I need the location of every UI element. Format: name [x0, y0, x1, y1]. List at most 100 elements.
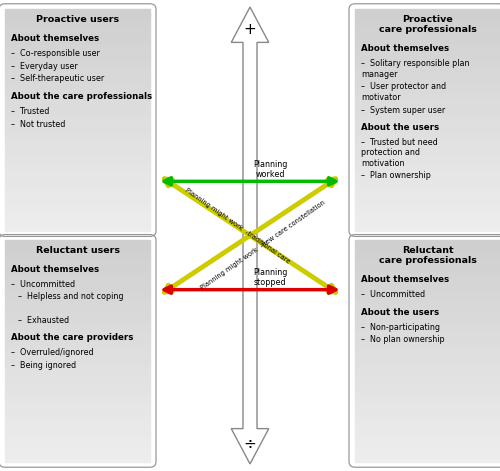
Bar: [5, 180, 150, 187]
Bar: [5, 345, 150, 351]
Bar: [355, 417, 500, 423]
Bar: [355, 48, 500, 54]
Bar: [355, 103, 500, 109]
Bar: [5, 422, 150, 429]
Bar: [355, 345, 500, 351]
Bar: [5, 53, 150, 59]
Bar: [355, 428, 500, 434]
Bar: [5, 306, 150, 312]
Bar: [355, 455, 500, 462]
Bar: [5, 268, 150, 273]
Bar: [5, 31, 150, 37]
Bar: [5, 356, 150, 362]
Bar: [355, 53, 500, 59]
Bar: [5, 136, 150, 142]
Bar: [355, 203, 500, 209]
Text: About themselves: About themselves: [361, 44, 449, 53]
Text: –  Self-therapeutic user: – Self-therapeutic user: [11, 74, 104, 83]
Bar: [5, 428, 150, 434]
Bar: [355, 37, 500, 43]
Bar: [355, 180, 500, 187]
Bar: [5, 37, 150, 43]
Bar: [5, 362, 150, 367]
Bar: [5, 153, 150, 159]
Bar: [355, 59, 500, 65]
Bar: [5, 48, 150, 54]
Text: –  No plan ownership: – No plan ownership: [361, 335, 444, 344]
Bar: [5, 251, 150, 257]
Bar: [355, 20, 500, 26]
Text: –  Solitary responsible plan
manager: – Solitary responsible plan manager: [361, 59, 470, 79]
Bar: [5, 433, 150, 439]
Bar: [355, 9, 500, 15]
Bar: [355, 192, 500, 198]
Bar: [5, 114, 150, 120]
Bar: [5, 455, 150, 462]
Text: –  Overruled/ignored: – Overruled/ignored: [11, 348, 94, 357]
Bar: [5, 75, 150, 81]
Bar: [5, 170, 150, 176]
Bar: [355, 147, 500, 154]
Text: –  Plan ownership: – Plan ownership: [361, 171, 431, 180]
Bar: [5, 20, 150, 26]
Bar: [355, 225, 500, 231]
Bar: [5, 81, 150, 87]
Bar: [355, 328, 500, 334]
Text: –  Not trusted: – Not trusted: [11, 120, 66, 129]
Bar: [355, 273, 500, 279]
Bar: [355, 339, 500, 345]
Bar: [355, 153, 500, 159]
Bar: [5, 245, 150, 252]
Bar: [5, 334, 150, 340]
Bar: [355, 356, 500, 362]
Bar: [355, 170, 500, 176]
Bar: [355, 81, 500, 87]
Bar: [355, 450, 500, 456]
Text: Reluctant
care professionals: Reluctant care professionals: [378, 246, 476, 265]
Bar: [355, 245, 500, 252]
Bar: [5, 278, 150, 284]
Text: About themselves: About themselves: [11, 265, 99, 274]
Bar: [5, 164, 150, 170]
Bar: [5, 389, 150, 395]
Bar: [5, 130, 150, 137]
Bar: [355, 125, 500, 131]
Bar: [355, 334, 500, 340]
Text: –  Uncommitted: – Uncommitted: [361, 290, 425, 299]
Bar: [355, 362, 500, 367]
Text: –  Being ignored: – Being ignored: [11, 361, 76, 370]
Bar: [355, 25, 500, 32]
Text: Reluctant users: Reluctant users: [36, 246, 119, 255]
Bar: [355, 400, 500, 406]
Bar: [355, 389, 500, 395]
Bar: [5, 378, 150, 384]
Bar: [5, 186, 150, 192]
Bar: [5, 219, 150, 225]
Bar: [5, 383, 150, 390]
Bar: [355, 114, 500, 120]
Text: Planning
worked: Planning worked: [253, 160, 287, 179]
Bar: [355, 290, 500, 296]
Text: About the care professionals: About the care professionals: [11, 92, 152, 101]
Bar: [355, 15, 500, 20]
Bar: [355, 240, 500, 246]
Bar: [355, 439, 500, 445]
Bar: [355, 278, 500, 284]
Bar: [5, 312, 150, 317]
Bar: [355, 42, 500, 48]
Text: –  Exhausted: – Exhausted: [18, 316, 68, 325]
Text: Proactive
care professionals: Proactive care professionals: [378, 15, 476, 34]
Bar: [355, 31, 500, 37]
Bar: [5, 42, 150, 48]
Text: About the care providers: About the care providers: [11, 333, 134, 342]
Bar: [5, 300, 150, 307]
Bar: [5, 317, 150, 323]
Text: +: +: [244, 22, 256, 37]
Bar: [5, 147, 150, 154]
Bar: [355, 300, 500, 307]
Text: ÷: ÷: [244, 437, 256, 451]
Bar: [5, 192, 150, 198]
Bar: [5, 158, 150, 164]
Bar: [5, 256, 150, 262]
Text: –  Trusted but need
protection and
motivation: – Trusted but need protection and motiva…: [361, 138, 438, 168]
